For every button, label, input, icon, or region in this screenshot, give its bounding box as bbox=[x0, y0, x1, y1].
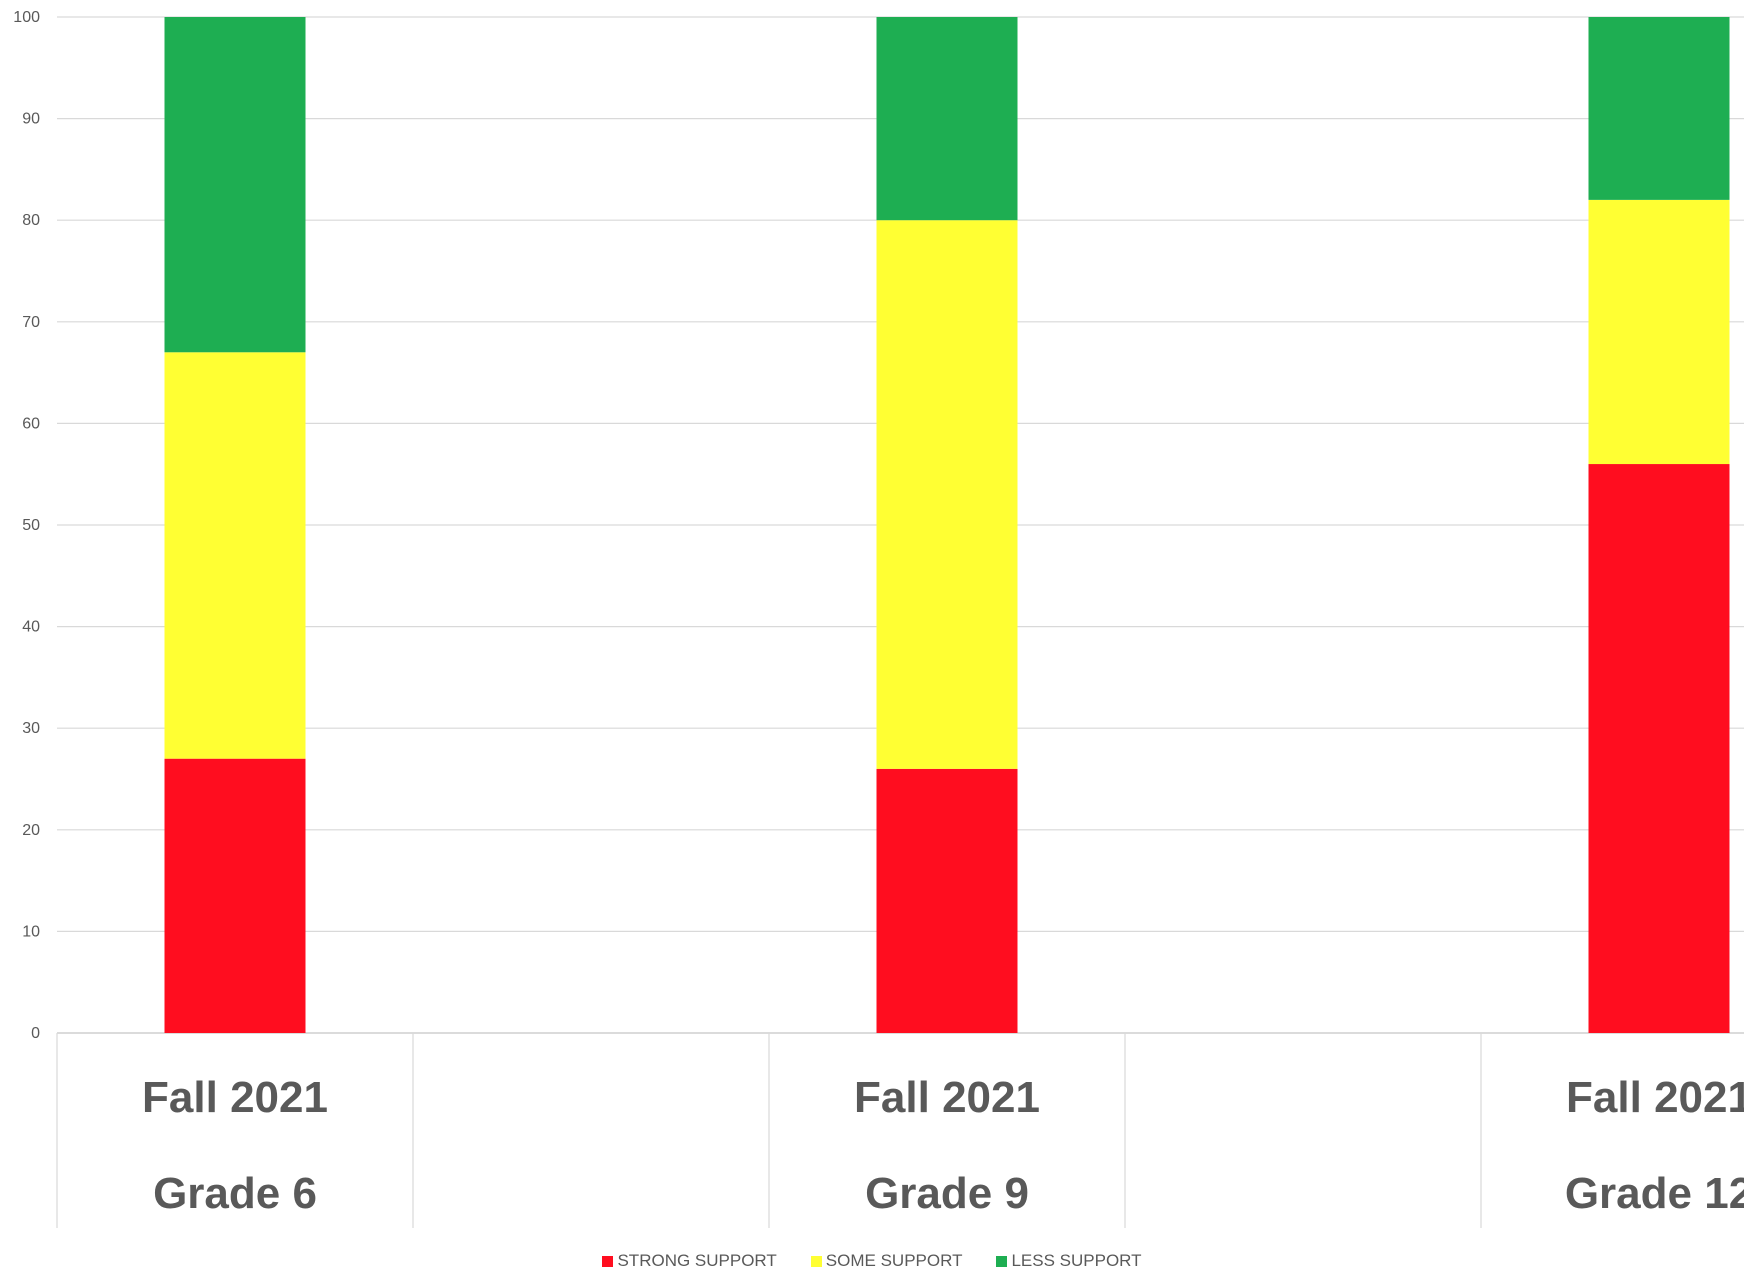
legend-label-strong-support: STRONG SUPPORT bbox=[617, 1251, 777, 1270]
bar-segment-some-support-cat4 bbox=[1588, 199, 1730, 465]
legend-swatch-strong-support bbox=[602, 1255, 614, 1267]
legend-item-strong-support[interactable]: STRONG SUPPORT bbox=[602, 1251, 777, 1271]
legend-item-some-support[interactable]: SOME SUPPORT bbox=[810, 1251, 963, 1271]
legend-swatch-less-support bbox=[996, 1255, 1008, 1267]
legend: STRONG SUPPORT SOME SUPPORT LESS SUPPORT bbox=[0, 1250, 1744, 1272]
bar-segment-strong-support-cat4 bbox=[1588, 464, 1730, 1033]
legend-swatch-some-support bbox=[810, 1255, 822, 1267]
y-tick-label-10: 10 bbox=[22, 923, 40, 940]
y-tick-label-90: 90 bbox=[22, 111, 40, 128]
bar-segment-less-support-cat0 bbox=[164, 17, 306, 353]
category-label-line1-cat0: Fall 2021 bbox=[142, 1073, 328, 1122]
y-tick-label-50: 50 bbox=[22, 517, 40, 534]
category-label-line2-cat0: Grade 6 bbox=[153, 1169, 317, 1218]
y-tick-label-0: 0 bbox=[31, 1025, 40, 1042]
legend-label-less-support: LESS SUPPORT bbox=[1011, 1251, 1142, 1270]
y-tick-label-80: 80 bbox=[22, 212, 40, 229]
bar-segment-some-support-cat0 bbox=[164, 352, 306, 759]
y-tick-label-70: 70 bbox=[22, 314, 40, 331]
y-tick-label-20: 20 bbox=[22, 822, 40, 839]
category-label-line2-cat4: Grade 12 bbox=[1565, 1169, 1744, 1218]
y-tick-label-40: 40 bbox=[22, 619, 40, 636]
y-tick-label-100: 100 bbox=[13, 9, 40, 26]
bars bbox=[164, 17, 1730, 1033]
y-tick-label-60: 60 bbox=[22, 415, 40, 432]
category-label-line1-cat4: Fall 2021 bbox=[1566, 1073, 1744, 1122]
category-label-line1-cat2: Fall 2021 bbox=[854, 1073, 1040, 1122]
y-axis: 0 10 20 30 40 50 60 70 80 90 100 bbox=[13, 9, 40, 1042]
legend-label-some-support: SOME SUPPORT bbox=[825, 1251, 963, 1270]
bar-segment-some-support-cat2 bbox=[876, 220, 1018, 769]
legend-item-less-support[interactable]: LESS SUPPORT bbox=[996, 1251, 1142, 1271]
bar-segment-strong-support-cat2 bbox=[876, 768, 1018, 1033]
bar-segment-strong-support-cat0 bbox=[164, 758, 306, 1033]
y-tick-label-30: 30 bbox=[22, 720, 40, 737]
bar-segment-less-support-cat2 bbox=[876, 17, 1018, 221]
x-axis: Fall 2021 Grade 6 Fall 2021 Grade 9 Fall 202… bbox=[56, 1033, 1744, 1228]
category-label-line2-cat2: Grade 9 bbox=[865, 1169, 1029, 1218]
bar-segment-less-support-cat4 bbox=[1588, 17, 1730, 200]
